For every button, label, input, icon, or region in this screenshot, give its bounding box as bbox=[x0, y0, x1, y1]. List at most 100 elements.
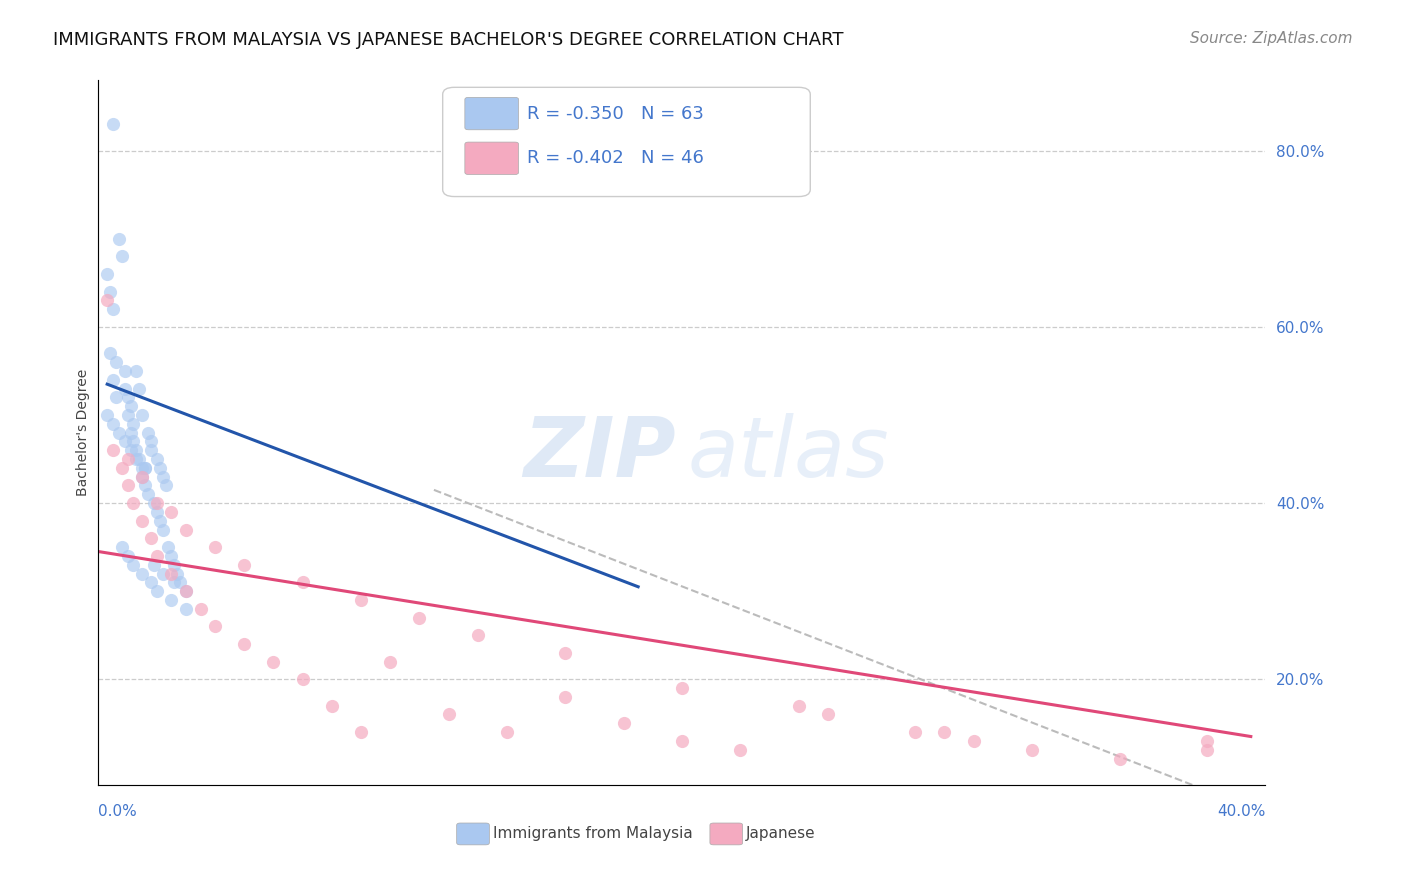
Point bbox=[380, 655, 402, 669]
Point bbox=[134, 460, 156, 475]
Y-axis label: Bachelor's Degree: Bachelor's Degree bbox=[76, 369, 90, 496]
Point bbox=[1021, 742, 1043, 756]
Point bbox=[117, 549, 139, 563]
Point bbox=[146, 452, 169, 467]
Point bbox=[152, 566, 174, 581]
Point bbox=[671, 681, 693, 695]
Point bbox=[160, 593, 183, 607]
Point bbox=[101, 443, 124, 458]
Point bbox=[131, 469, 153, 483]
Point bbox=[101, 373, 124, 387]
Point bbox=[114, 382, 136, 396]
Point bbox=[104, 355, 127, 369]
Point bbox=[671, 734, 693, 748]
Point bbox=[160, 549, 183, 563]
Point bbox=[904, 725, 927, 739]
Point bbox=[96, 408, 118, 422]
FancyBboxPatch shape bbox=[443, 87, 810, 196]
Point bbox=[174, 601, 197, 615]
Point bbox=[139, 434, 162, 449]
Point bbox=[108, 425, 131, 440]
Point bbox=[934, 725, 956, 739]
Point bbox=[291, 575, 314, 590]
Point bbox=[163, 575, 186, 590]
Point bbox=[149, 460, 172, 475]
Point bbox=[408, 610, 430, 624]
Point bbox=[350, 593, 373, 607]
Point bbox=[262, 655, 284, 669]
Point bbox=[122, 417, 145, 431]
Point bbox=[962, 734, 984, 748]
Point bbox=[157, 540, 180, 554]
Point bbox=[166, 566, 188, 581]
Text: IMMIGRANTS FROM MALAYSIA VS JAPANESE BACHELOR'S DEGREE CORRELATION CHART: IMMIGRANTS FROM MALAYSIA VS JAPANESE BAC… bbox=[53, 31, 844, 49]
Point bbox=[136, 425, 159, 440]
Point bbox=[122, 558, 145, 572]
Point bbox=[134, 460, 156, 475]
Point bbox=[1195, 742, 1218, 756]
Point bbox=[111, 460, 134, 475]
Point bbox=[128, 452, 150, 467]
Point bbox=[104, 390, 127, 404]
Point bbox=[204, 540, 226, 554]
Point bbox=[554, 690, 576, 704]
Point bbox=[321, 698, 343, 713]
Point bbox=[233, 558, 256, 572]
Point bbox=[496, 725, 519, 739]
Point bbox=[152, 469, 174, 483]
Point bbox=[174, 523, 197, 537]
Point bbox=[163, 558, 186, 572]
Point bbox=[730, 742, 752, 756]
Point bbox=[146, 549, 169, 563]
Point bbox=[174, 584, 197, 599]
Point bbox=[111, 249, 134, 263]
Point bbox=[1108, 751, 1130, 765]
Text: atlas: atlas bbox=[688, 413, 890, 494]
Point bbox=[1195, 734, 1218, 748]
Point bbox=[101, 417, 124, 431]
Text: 40.0%: 40.0% bbox=[1218, 805, 1265, 820]
FancyBboxPatch shape bbox=[465, 97, 519, 129]
Point bbox=[787, 698, 810, 713]
Point bbox=[612, 716, 634, 731]
Point bbox=[437, 707, 460, 722]
Point bbox=[131, 514, 153, 528]
Point bbox=[554, 646, 576, 660]
FancyBboxPatch shape bbox=[465, 142, 519, 175]
Text: R = -0.350   N = 63: R = -0.350 N = 63 bbox=[527, 104, 703, 122]
Point bbox=[125, 443, 148, 458]
Text: Source: ZipAtlas.com: Source: ZipAtlas.com bbox=[1189, 31, 1353, 46]
Point bbox=[155, 478, 177, 492]
Point bbox=[117, 478, 139, 492]
Point bbox=[139, 531, 162, 545]
Point bbox=[131, 460, 153, 475]
Point bbox=[122, 434, 145, 449]
Point bbox=[146, 505, 169, 519]
Point bbox=[122, 496, 145, 510]
Point bbox=[160, 505, 183, 519]
Point bbox=[146, 496, 169, 510]
Text: 0.0%: 0.0% bbox=[98, 805, 138, 820]
Point bbox=[169, 575, 191, 590]
Point bbox=[117, 452, 139, 467]
Point bbox=[204, 619, 226, 633]
Point bbox=[114, 434, 136, 449]
Point bbox=[128, 382, 150, 396]
Point bbox=[117, 390, 139, 404]
FancyBboxPatch shape bbox=[457, 823, 489, 845]
Point bbox=[160, 566, 183, 581]
Point bbox=[134, 478, 156, 492]
Text: Immigrants from Malaysia: Immigrants from Malaysia bbox=[494, 826, 693, 841]
Point bbox=[350, 725, 373, 739]
Point bbox=[120, 399, 142, 413]
Point bbox=[139, 575, 162, 590]
Point bbox=[120, 425, 142, 440]
Point bbox=[114, 364, 136, 378]
Point bbox=[142, 496, 165, 510]
Point bbox=[817, 707, 839, 722]
Point bbox=[233, 637, 256, 651]
Text: Japanese: Japanese bbox=[747, 826, 815, 841]
Point bbox=[131, 408, 153, 422]
Point bbox=[101, 117, 124, 131]
Point bbox=[96, 293, 118, 308]
